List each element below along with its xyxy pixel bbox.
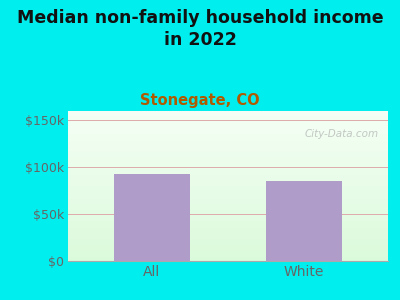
Text: Median non-family household income
in 2022: Median non-family household income in 20… [17,9,383,49]
Text: City-Data.com: City-Data.com [304,129,378,139]
Bar [266,181,342,261]
Bar [114,174,190,261]
Text: Stonegate, CO: Stonegate, CO [140,93,260,108]
